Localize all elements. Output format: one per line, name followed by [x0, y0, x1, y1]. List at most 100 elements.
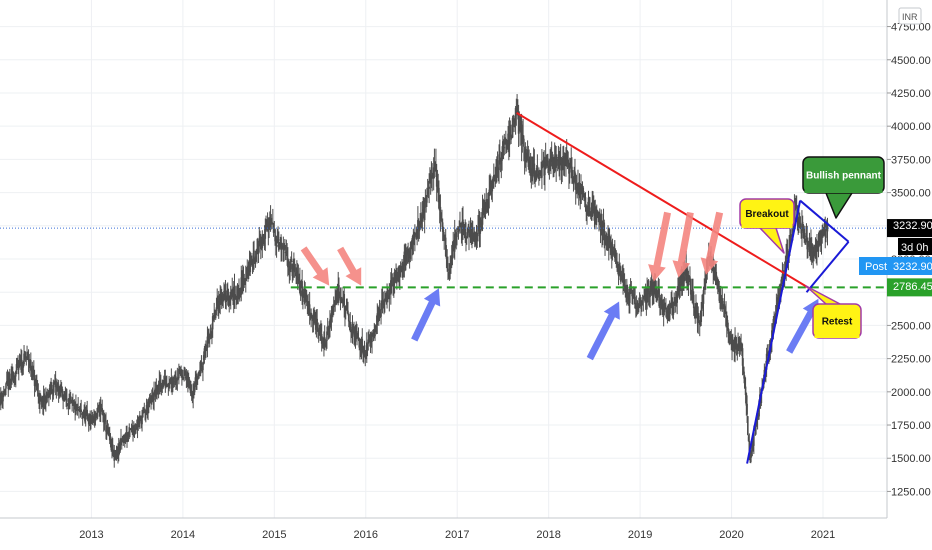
candle [580, 183, 583, 195]
candle [381, 288, 384, 314]
price-tick-label: 4250.00 [891, 88, 931, 100]
breakout-callout: Breakout [739, 198, 795, 254]
candle [423, 198, 426, 234]
candle [361, 328, 364, 353]
candle [8, 372, 10, 391]
candle [454, 229, 457, 248]
candle [80, 399, 82, 413]
candle [519, 115, 521, 146]
retest-callout: Retest [805, 285, 862, 339]
candle [347, 313, 350, 328]
candle [351, 315, 354, 344]
candle [511, 115, 514, 139]
candle [450, 255, 452, 274]
time-axis-ticks: 2013 2014 2015 2016 2017 2018 2019 2020 2021 [79, 529, 835, 541]
candle [308, 291, 311, 325]
candle [640, 297, 642, 317]
price-tick-label: 1500.00 [891, 453, 931, 465]
candle [810, 237, 813, 266]
red-arrow [300, 246, 330, 286]
last-price-flag: 3232.90 [887, 219, 932, 238]
candle [642, 295, 645, 312]
candle [126, 425, 128, 448]
candle [631, 286, 633, 305]
red-arrow [648, 211, 671, 282]
candle [464, 219, 467, 243]
candle [65, 388, 67, 407]
candle [200, 355, 203, 372]
candle [350, 321, 352, 343]
candle [14, 370, 17, 388]
candle [202, 361, 204, 382]
candle [589, 211, 592, 220]
price-tick-label: 4500.00 [891, 55, 931, 67]
candle [347, 301, 349, 316]
candle [113, 444, 116, 468]
candle [728, 329, 730, 345]
red-arrow [700, 211, 724, 275]
candle [358, 337, 361, 351]
candle [138, 411, 141, 430]
candle [622, 264, 624, 295]
year-tick-label: 2016 [354, 529, 378, 541]
year-tick-label: 2018 [536, 529, 560, 541]
candle [431, 163, 433, 192]
price-tick-label: 1250.00 [891, 486, 931, 498]
year-tick-label: 2020 [719, 529, 743, 541]
candle [84, 406, 87, 427]
candle [196, 373, 198, 391]
candle [117, 437, 120, 462]
candle [264, 218, 267, 251]
currency-badge[interactable]: INR [898, 7, 922, 25]
candle [555, 145, 557, 182]
candle [374, 325, 377, 333]
year-tick-label: 2014 [171, 529, 195, 541]
candle [89, 410, 91, 431]
red-arrow [337, 246, 362, 286]
candle [69, 391, 72, 404]
candle [526, 140, 529, 161]
candle [514, 105, 517, 135]
candle [192, 383, 194, 409]
candle [656, 290, 659, 301]
candle [442, 226, 445, 241]
candle [70, 399, 73, 404]
candle [517, 104, 520, 147]
candle [280, 234, 282, 262]
candle [383, 299, 385, 315]
candle [452, 231, 455, 252]
candle [288, 261, 291, 284]
candle [536, 154, 539, 178]
candle [491, 178, 494, 203]
red-arrow [672, 211, 694, 278]
time-axis-panel[interactable] [0, 518, 932, 550]
candle [147, 401, 149, 421]
candle [305, 288, 307, 301]
post-market-flag: Post 3232.90 [859, 257, 932, 275]
candle [15, 357, 18, 375]
countdown-value: 3d 0h [901, 242, 929, 254]
candle [592, 191, 594, 221]
candle [405, 243, 407, 271]
candle [331, 305, 334, 323]
candle [305, 289, 308, 307]
candle [804, 238, 807, 245]
support-level-flag: 2786.45 [887, 278, 932, 297]
pennant-lower-line [805, 241, 850, 293]
candle [509, 120, 512, 137]
candle [734, 327, 736, 363]
candle [206, 326, 209, 358]
candle [439, 194, 442, 232]
candle [440, 212, 442, 221]
candle [586, 205, 588, 225]
support-level-value: 2786.45 [893, 281, 932, 293]
drawing-overlays: Breakout Retest Bullish pennant [300, 112, 885, 464]
candle [180, 365, 182, 378]
candle [24, 350, 26, 361]
post-market-value: 3232.90 [893, 261, 932, 273]
candle [392, 277, 394, 296]
candle [486, 192, 489, 214]
candle [583, 191, 585, 202]
candle [552, 154, 554, 178]
